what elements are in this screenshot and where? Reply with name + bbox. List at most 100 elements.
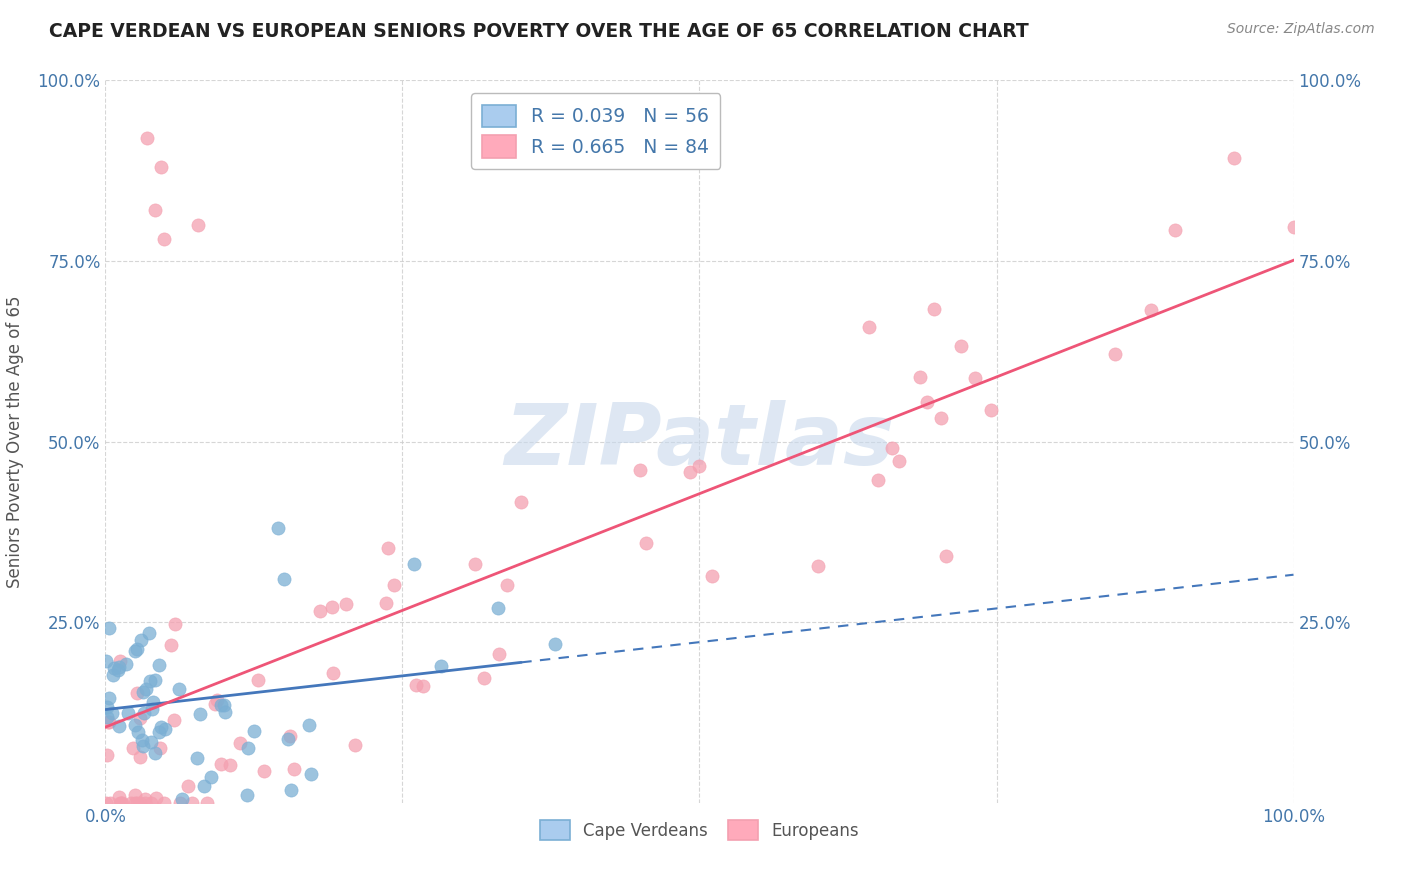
Point: [965, 370, 987, 384]
Point: [405, 678, 427, 692]
Point: [915, 394, 938, 409]
Point: [628, 463, 651, 477]
Point: [510, 495, 533, 509]
Point: [180, 796, 202, 810]
Point: [152, 796, 174, 810]
Point: [343, 738, 366, 752]
Point: [335, 597, 357, 611]
Point: [169, 796, 191, 810]
Point: [1164, 223, 1187, 237]
Point: [488, 647, 510, 661]
Point: [98, 796, 121, 810]
Point: [322, 665, 344, 680]
Text: ZIPatlas: ZIPatlas: [505, 400, 894, 483]
Point: [148, 724, 170, 739]
Point: [321, 600, 343, 615]
Point: [187, 218, 209, 232]
Point: [122, 740, 145, 755]
Text: CAPE VERDEAN VS EUROPEAN SENIORS POVERTY OVER THE AGE OF 65 CORRELATION CHART: CAPE VERDEAN VS EUROPEAN SENIORS POVERTY…: [49, 22, 1029, 41]
Point: [689, 458, 711, 473]
Point: [134, 796, 156, 810]
Point: [1282, 219, 1305, 234]
Point: [167, 682, 190, 697]
Point: [375, 597, 398, 611]
Point: [807, 558, 830, 573]
Point: [101, 706, 124, 720]
Point: [135, 131, 157, 145]
Point: [188, 706, 211, 721]
Point: [200, 770, 222, 784]
Point: [278, 730, 301, 744]
Point: [177, 779, 200, 793]
Point: [277, 732, 299, 747]
Point: [143, 203, 166, 218]
Point: [430, 658, 453, 673]
Point: [129, 750, 152, 764]
Point: [145, 790, 167, 805]
Point: [107, 664, 129, 678]
Point: [132, 739, 155, 754]
Point: [634, 536, 657, 550]
Point: [150, 720, 173, 734]
Point: [412, 679, 434, 693]
Point: [163, 616, 186, 631]
Point: [108, 719, 131, 733]
Point: [1104, 347, 1126, 361]
Point: [110, 796, 132, 810]
Point: [97, 621, 120, 635]
Point: [141, 735, 163, 749]
Point: [214, 698, 236, 712]
Point: [97, 714, 120, 729]
Point: [128, 796, 150, 810]
Point: [148, 658, 170, 673]
Point: [139, 796, 162, 810]
Point: [243, 724, 266, 739]
Legend: Cape Verdeans, Europeans: Cape Verdeans, Europeans: [531, 812, 868, 848]
Point: [377, 541, 399, 555]
Point: [229, 736, 252, 750]
Point: [98, 714, 121, 729]
Point: [108, 790, 131, 805]
Point: [1140, 303, 1163, 318]
Point: [298, 718, 321, 732]
Point: [124, 796, 146, 810]
Point: [153, 232, 176, 246]
Point: [117, 706, 139, 720]
Point: [880, 442, 903, 456]
Point: [141, 702, 163, 716]
Point: [96, 710, 118, 724]
Point: [143, 673, 166, 687]
Point: [101, 667, 124, 681]
Point: [134, 792, 156, 806]
Point: [235, 789, 257, 803]
Point: [127, 725, 149, 739]
Point: [299, 766, 322, 780]
Point: [186, 751, 208, 765]
Point: [170, 792, 193, 806]
Point: [131, 733, 153, 747]
Point: [866, 473, 889, 487]
Y-axis label: Seniors Poverty Over the Age of 65: Seniors Poverty Over the Age of 65: [6, 295, 24, 588]
Point: [142, 695, 165, 709]
Text: Source: ZipAtlas.com: Source: ZipAtlas.com: [1227, 22, 1375, 37]
Point: [472, 671, 495, 685]
Point: [218, 757, 240, 772]
Point: [129, 633, 152, 648]
Point: [273, 572, 295, 586]
Point: [204, 697, 226, 711]
Point: [103, 661, 125, 675]
Point: [139, 673, 162, 688]
Point: [887, 454, 910, 468]
Point: [132, 706, 155, 720]
Point: [700, 569, 723, 583]
Point: [153, 722, 176, 736]
Point: [309, 604, 332, 618]
Point: [679, 465, 702, 479]
Point: [980, 403, 1002, 417]
Point: [132, 685, 155, 699]
Point: [486, 600, 509, 615]
Point: [464, 557, 486, 571]
Point: [908, 369, 931, 384]
Point: [108, 654, 131, 668]
Point: [1223, 151, 1246, 165]
